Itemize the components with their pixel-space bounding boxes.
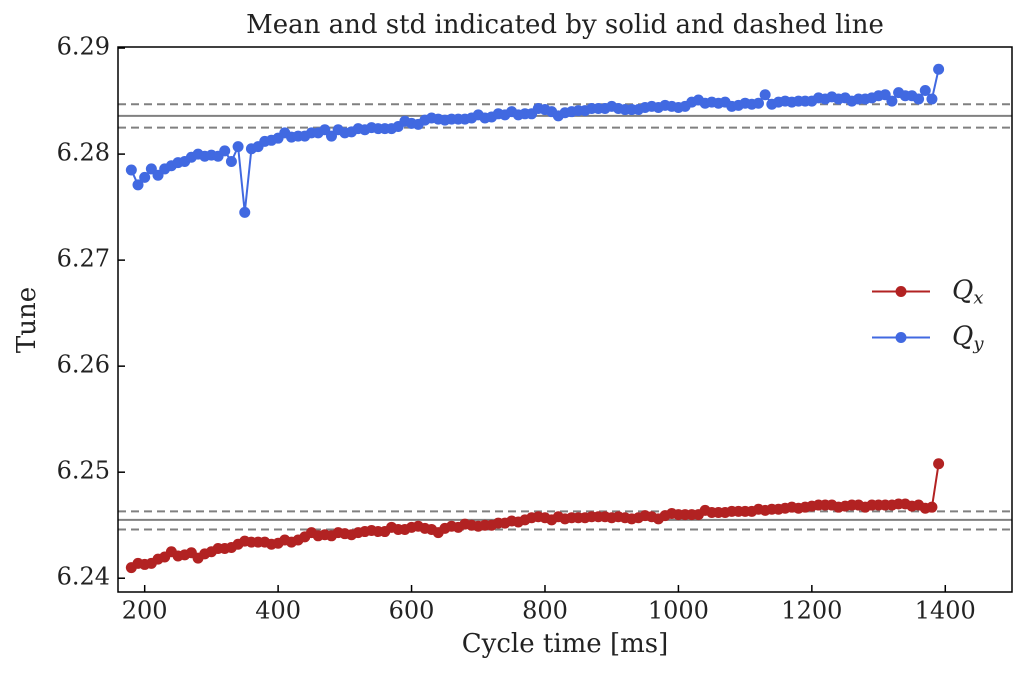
data-point bbox=[926, 93, 938, 105]
y-tick-label: 6.25 bbox=[57, 457, 110, 485]
data-point bbox=[752, 97, 764, 109]
data-point bbox=[219, 145, 231, 157]
y-tick-label: 6.24 bbox=[57, 563, 110, 591]
y-tick-label: 6.27 bbox=[57, 245, 110, 273]
legend-label: Qy bbox=[952, 322, 984, 355]
data-point bbox=[132, 179, 144, 191]
data-point bbox=[239, 206, 251, 218]
x-axis-label: Cycle time [ms] bbox=[462, 629, 668, 659]
data-point bbox=[125, 164, 137, 176]
y-axis-label: Tune bbox=[12, 287, 42, 353]
data-point bbox=[933, 458, 945, 470]
data-point bbox=[225, 156, 237, 168]
legend-label: Qx bbox=[952, 276, 983, 309]
x-tick-label: 800 bbox=[522, 597, 568, 625]
y-tick-label: 6.28 bbox=[57, 139, 110, 167]
legend-marker bbox=[895, 332, 907, 343]
data-point bbox=[913, 93, 925, 105]
data-point bbox=[919, 84, 931, 96]
x-tick-label: 600 bbox=[389, 597, 435, 625]
x-tick-label: 1200 bbox=[781, 597, 842, 625]
series-line bbox=[130, 69, 940, 213]
x-tick-label: 1400 bbox=[915, 597, 976, 625]
data-point bbox=[886, 95, 898, 107]
legend-marker bbox=[895, 286, 907, 297]
x-tick-label: 1000 bbox=[648, 597, 709, 625]
x-tick-label: 400 bbox=[255, 597, 301, 625]
data-point bbox=[926, 501, 938, 513]
data-point bbox=[232, 141, 244, 153]
plot-frame bbox=[117, 46, 1013, 593]
y-tick-label: 6.29 bbox=[57, 33, 110, 61]
data-point bbox=[933, 63, 945, 75]
x-tick-label: 200 bbox=[122, 597, 168, 625]
data-point bbox=[759, 89, 771, 101]
y-tick-label: 6.26 bbox=[57, 351, 110, 379]
data-point bbox=[139, 171, 151, 183]
chart-title: Mean and std indicated by solid and dash… bbox=[246, 10, 884, 40]
